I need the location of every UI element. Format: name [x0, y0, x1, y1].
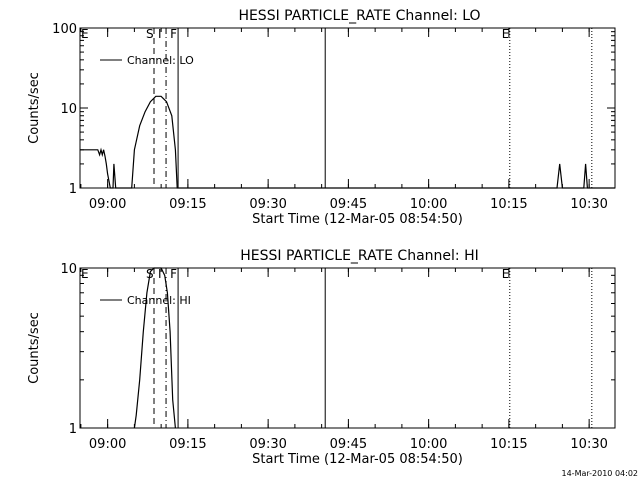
plot-frame [79, 267, 616, 429]
x-tick-label: 09:00 [89, 437, 126, 452]
x-axis-label: Start Time (12-Mar-05 08:54:50) [252, 212, 463, 227]
x-tick-label: 09:45 [330, 197, 367, 212]
x-tick-label: 10:00 [410, 197, 447, 212]
data-line [80, 95, 615, 189]
chart-title: HESSI PARTICLE_RATE Channel: LO [238, 8, 480, 24]
chart-panel-0: HESSI PARTICLE_RATE Channel: LO 1 10 100 Cou… [27, 8, 616, 227]
marker-label-F: F [170, 267, 177, 281]
y-tick-label: 10 [60, 262, 77, 277]
legend: Channel: LO [100, 54, 194, 67]
x-tick-label: 09:45 [330, 437, 367, 452]
chart-panel-1: HESSI PARTICLE_RATE Channel: HI 1 10 Counts… [27, 248, 616, 467]
marker-label-E: E [502, 267, 510, 281]
x-tick-label: 09:15 [169, 437, 206, 452]
x-tick-label: 10:30 [570, 437, 607, 452]
marker-label-I: I [158, 27, 162, 41]
x-tick-label: 10:30 [570, 197, 607, 212]
x-tick-label: 10:15 [490, 437, 527, 452]
y-tick-label: 100 [52, 22, 77, 37]
plot-frame [79, 27, 616, 189]
marker-label-S: S [146, 27, 154, 41]
x-tick-label: 09:15 [169, 197, 206, 212]
y-tick-label: 1 [69, 182, 77, 197]
x-tick-label: 09:00 [89, 197, 126, 212]
marker-label-E: E [502, 27, 510, 41]
x-axis-label: Start Time (12-Mar-05 08:54:50) [252, 452, 463, 467]
x-tick-label: 10:15 [490, 197, 527, 212]
y-axis-label: Counts/sec [27, 72, 42, 144]
y-tick-label: 1 [69, 422, 77, 437]
y-axis: 1 10 [60, 262, 615, 437]
data-line [133, 267, 176, 429]
y-axis-label: Counts/sec [27, 312, 42, 384]
marker-label-I: I [158, 267, 162, 281]
marker-label-E: E [81, 27, 89, 41]
x-tick-label: 10:00 [410, 437, 447, 452]
x-axis: 09:00 09:15 09:30 09:45 10:00 10:15 10:30 [80, 28, 608, 212]
y-axis: 1 10 100 [52, 22, 615, 197]
marker-label-F: F [170, 27, 177, 41]
legend: Channel: HI [100, 294, 191, 307]
y-tick-label: 10 [60, 102, 77, 117]
x-tick-label: 09:30 [249, 197, 286, 212]
chart-title: HESSI PARTICLE_RATE Channel: HI [240, 248, 478, 264]
legend-label: Channel: HI [127, 294, 191, 307]
legend-label: Channel: LO [127, 54, 194, 67]
marker-label-E: E [81, 267, 89, 281]
x-axis: 09:00 09:15 09:30 09:45 10:00 10:15 10:30 [80, 268, 608, 452]
x-tick-label: 09:30 [249, 437, 286, 452]
footer-timestamp: 14-Mar-2010 04:02 [562, 469, 639, 478]
